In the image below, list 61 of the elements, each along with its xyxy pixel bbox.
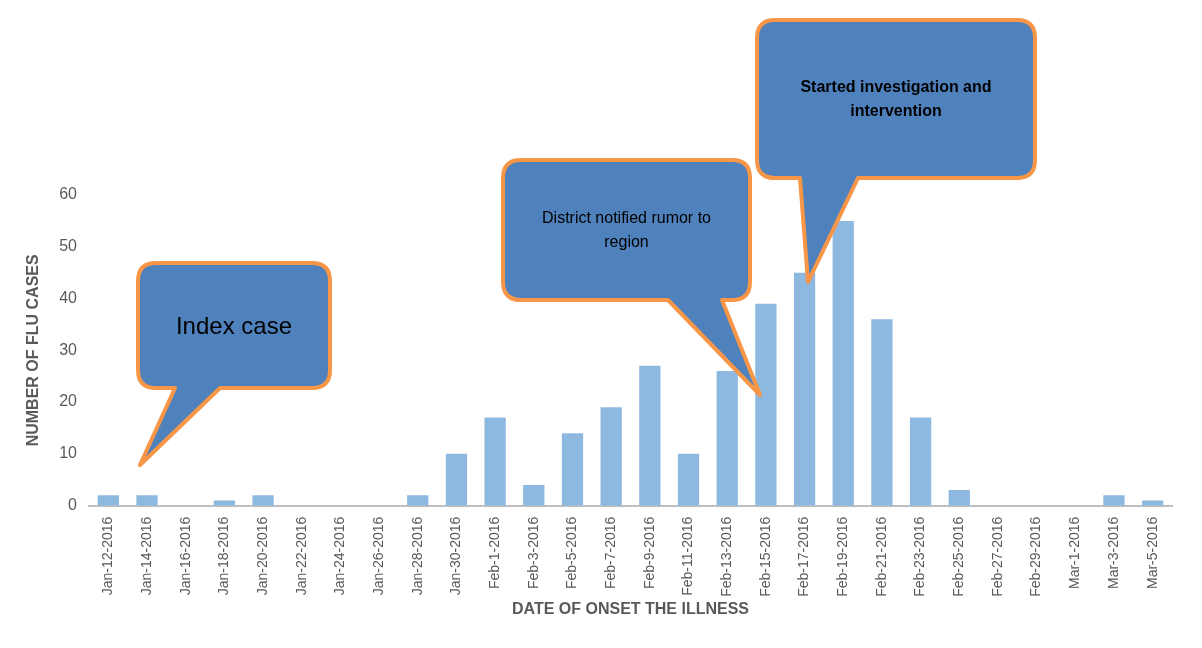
bar (407, 495, 429, 506)
y-tick-label: 40 (59, 288, 78, 306)
bar (445, 453, 468, 506)
y-tick-label: 0 (68, 496, 78, 514)
x-tick-label: Feb-11-2016 (679, 516, 696, 596)
bar (832, 220, 854, 506)
bar (523, 484, 545, 506)
y-tick-label: 30 (59, 340, 78, 358)
bar (1103, 495, 1125, 506)
bar (948, 490, 970, 506)
x-tick-label: Feb-13-2016 (718, 516, 735, 597)
bar (561, 433, 584, 506)
x-tick-label: Jan-16-2016 (176, 516, 193, 596)
bar (909, 417, 932, 506)
x-tick-label: Jan-18-2016 (215, 516, 232, 596)
x-tick-label: Jan-20-2016 (253, 516, 270, 596)
x-tick-label: Jan-30-2016 (447, 516, 464, 596)
bar (1142, 500, 1164, 506)
x-tick-label: Feb-15-2016 (756, 516, 773, 597)
y-tick-label: 50 (59, 237, 78, 255)
y-tick-label: 10 (59, 444, 78, 462)
x-tick-label: Feb-9-2016 (640, 516, 657, 590)
annotation: Index case (174, 310, 294, 341)
bar (716, 371, 738, 506)
x-tick-label: Jan-28-2016 (408, 516, 425, 596)
x-tick-label: Jan-26-2016 (369, 516, 386, 596)
bar (484, 417, 506, 506)
annotation: District notified rumor to region (541, 208, 712, 252)
x-tick-label: Feb-17-2016 (795, 516, 812, 597)
x-tick-label: Mar-3-2016 (1104, 516, 1121, 590)
x-tick-label: Jan-14-2016 (137, 516, 154, 596)
x-tick-label: Feb-23-2016 (911, 516, 928, 597)
x-tick-label: Feb-5-2016 (563, 516, 580, 590)
text: Started investigation and intervention (799, 77, 993, 121)
x-tick-label: Feb-25-2016 (950, 516, 967, 597)
bar (213, 500, 236, 506)
x-tick-label: Jan-12-2016 (99, 516, 116, 596)
bar (677, 453, 700, 506)
bar (639, 365, 661, 506)
x-tick-label: Mar-1-2016 (1066, 516, 1083, 590)
x-tick-label: Feb-29-2016 (1027, 516, 1044, 597)
bar (600, 407, 622, 506)
bar (252, 495, 274, 506)
x-tick-label: Feb-3-2016 (524, 516, 541, 590)
x-tick-label: Feb-21-2016 (872, 516, 889, 597)
x-tick-label: Feb-27-2016 (988, 516, 1005, 597)
x-tick-label: Feb-1-2016 (485, 516, 502, 590)
x-tick-label: Jan-24-2016 (331, 516, 348, 596)
bar (871, 319, 893, 506)
bar (793, 272, 816, 506)
x-tick-label: Feb-7-2016 (602, 516, 619, 590)
x-tick-label: Feb-19-2016 (834, 516, 851, 597)
x-tick-label: Mar-5-2016 (1143, 516, 1160, 590)
x-tick-label: Jan-22-2016 (292, 516, 309, 596)
y-tick-label: 60 (59, 185, 78, 203)
bar (97, 495, 119, 506)
y-tick-label: 20 (59, 392, 78, 410)
y-axis-title: NUMBER OF FLU CASES (24, 253, 42, 447)
bar (755, 303, 777, 506)
bar (136, 495, 158, 506)
x-axis-title: DATE OF ONSET THE ILLNESS (511, 599, 750, 617)
